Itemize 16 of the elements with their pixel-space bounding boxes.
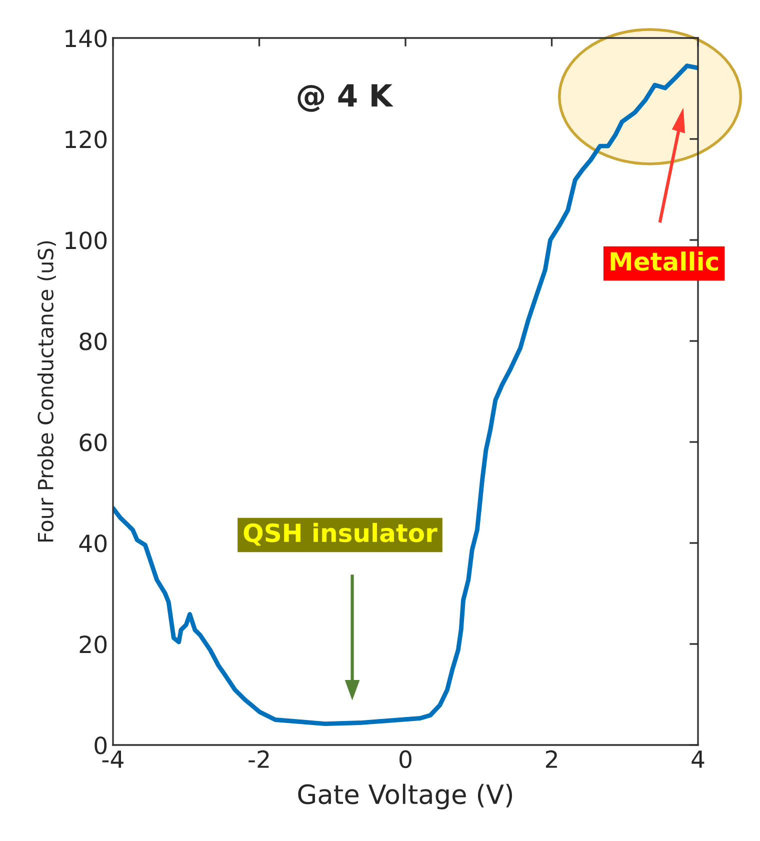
y-tick-label: 120 xyxy=(66,130,107,148)
y-axis-title: Four Probe Conductance (uS) xyxy=(37,241,56,542)
x-tick-label: 0 xyxy=(400,750,412,768)
y-tick-label: 140 xyxy=(66,29,107,48)
y-tick-label: 80 xyxy=(80,332,107,350)
y-tick-label: 20 xyxy=(80,635,107,654)
x-tick-label: 2 xyxy=(546,750,557,768)
y-tick-label: 60 xyxy=(80,433,107,452)
y-tick-label: 100 xyxy=(66,231,107,250)
annotation: @ 4 K xyxy=(298,84,394,112)
x-tick-label: -2 xyxy=(248,750,269,768)
x-tick-label: 4 xyxy=(692,750,704,768)
annotation: Metallic xyxy=(610,251,718,271)
x-axis-title: Gate Voltage (V) xyxy=(298,784,512,810)
annotation: QSH insulator xyxy=(244,522,438,546)
y-tick-label: 40 xyxy=(79,534,107,552)
